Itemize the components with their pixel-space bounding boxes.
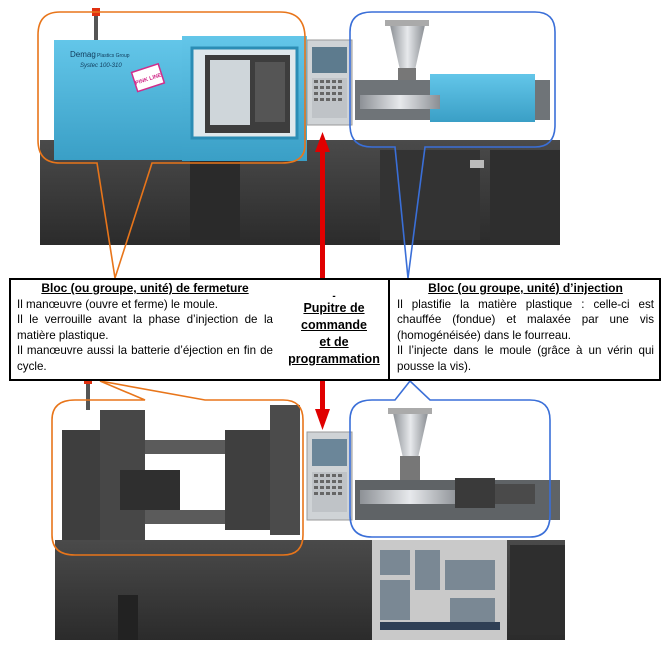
machine-top-photo: Demag Plastics Group Systec 100-310 PINK… <box>40 8 560 245</box>
machine-bottom-photo <box>55 376 565 640</box>
closing-unit-line-2: Il le verrouille avant la phase d’inject… <box>17 313 273 342</box>
control-panel-line-4: programmation <box>288 352 380 366</box>
injection-unit-bottom <box>355 408 560 520</box>
arrow-up-to-panel-top <box>315 132 330 278</box>
closing-unit-outline-bottom <box>51 380 304 556</box>
injection-unit-title: Bloc (ou groupe, unité) d’injection <box>428 281 623 295</box>
model-label-top: Systec 100-310 <box>80 63 122 69</box>
pink-line-stamp: PINK LINE <box>130 62 166 93</box>
injection-unit-top <box>355 20 550 122</box>
closing-unit-description-box: Bloc (ou groupe, unité) de fermeture Il … <box>9 278 280 381</box>
arrow-down-to-panel-bottom <box>315 381 330 430</box>
closing-unit-cover-top <box>54 8 307 161</box>
injection-unit-line-1: Il plastifie la matière plastique : cell… <box>397 297 654 342</box>
control-panel-top <box>306 39 353 126</box>
control-panel-line-3: et de <box>319 335 349 349</box>
closing-unit-line-1: Il manœuvre (ouvre et ferme) le moule. <box>17 297 219 311</box>
injection-unit-description-box: Bloc (ou groupe, unité) d’injection Il p… <box>388 278 661 381</box>
control-panel-bottom <box>306 431 353 521</box>
control-panel-description-box: - Pupitre de commande et de programmatio… <box>278 278 390 381</box>
control-panel-dash: - <box>332 291 336 302</box>
closing-unit-title: Bloc (ou groupe, unité) de fermeture <box>41 281 249 295</box>
brand-label-top: Demag <box>70 50 96 59</box>
injection-unit-line-2: Il l’injecte dans le moule (grâce à un v… <box>397 344 654 373</box>
closing-unit-outline-top <box>37 11 306 279</box>
control-panel-line-2: commande <box>301 318 367 332</box>
closing-unit-line-3: Il manœuvre aussi la batterie d’éjection… <box>17 344 273 373</box>
injection-unit-outline-top <box>349 11 556 279</box>
closing-unit-open-bottom <box>62 376 300 540</box>
brand-sub-label-top: Plastics Group <box>97 53 130 59</box>
control-panel-line-1: Pupitre de <box>303 301 365 315</box>
injection-unit-outline-bottom <box>349 379 551 538</box>
